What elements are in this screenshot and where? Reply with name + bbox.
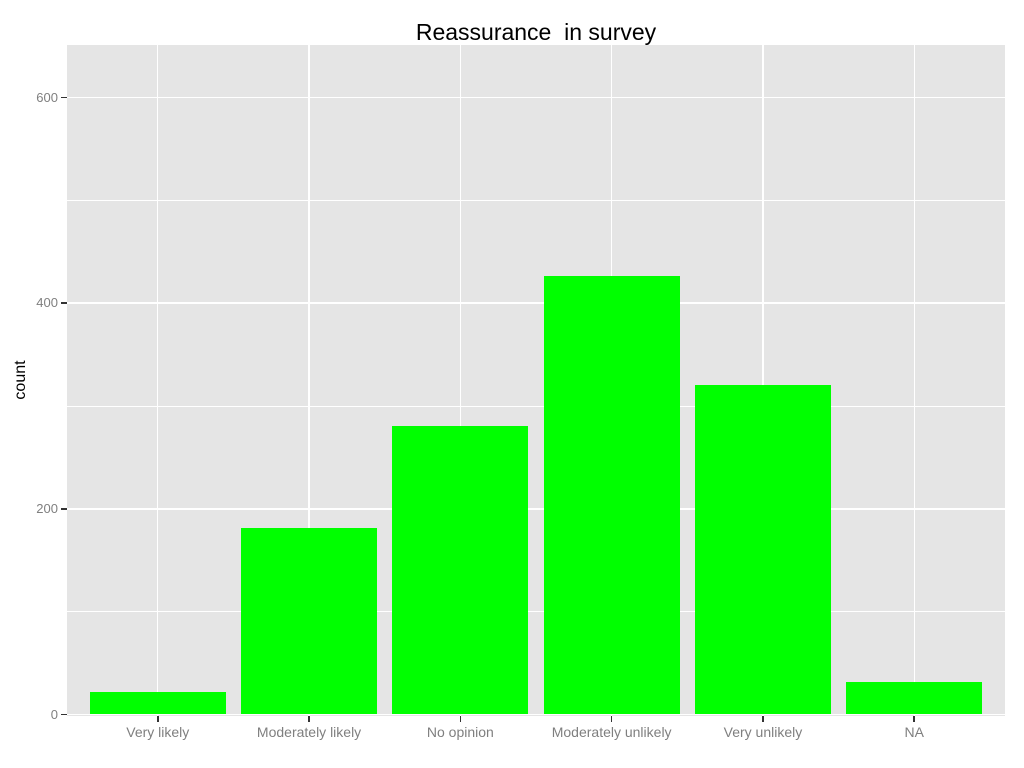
y-gridline-major (67, 508, 1005, 510)
x-tick (610, 716, 613, 722)
bar (392, 425, 529, 715)
bar (543, 276, 680, 715)
bar (694, 385, 831, 715)
x-gridline (157, 45, 159, 716)
x-tick (762, 716, 764, 722)
x-gridline (762, 45, 764, 716)
y-gridline-major (67, 96, 1005, 99)
y-tick (61, 508, 67, 510)
x-gridline (308, 45, 310, 716)
x-tick-label: Very unlikely (723, 724, 803, 740)
y-tick (61, 96, 67, 99)
y-gridline-minor (67, 199, 1005, 201)
chart-title: Reassurance in survey (415, 19, 657, 45)
y-tick-label: 400 (36, 295, 58, 311)
x-tick (157, 716, 159, 722)
y-gridline-minor (67, 611, 1005, 613)
y-gridline-major (67, 302, 1005, 304)
y-tick (61, 302, 67, 304)
x-tick (913, 716, 915, 722)
x-tick-label: Moderately likely (256, 724, 362, 740)
x-tick-label: Very likely (126, 724, 190, 740)
x-tick-label: No opinion (426, 724, 494, 740)
y-gridline-minor (67, 405, 1005, 407)
bar (846, 681, 983, 715)
y-tick (61, 713, 67, 716)
y-axis-title: count (12, 360, 29, 400)
y-tick-label: 200 (36, 500, 58, 516)
x-gridline (459, 45, 462, 716)
y-tick-label: 0 (50, 706, 58, 722)
x-tick (459, 716, 462, 722)
x-gridline (913, 45, 915, 716)
y-gridline-major (67, 713, 1005, 716)
x-tick-label: Moderately unlikely (551, 724, 672, 740)
x-tick-label: NA (904, 724, 924, 740)
x-tick (308, 716, 310, 722)
plot-panel (67, 45, 1005, 716)
bar (240, 528, 378, 715)
bar (89, 691, 226, 715)
y-tick-label: 600 (36, 89, 58, 105)
